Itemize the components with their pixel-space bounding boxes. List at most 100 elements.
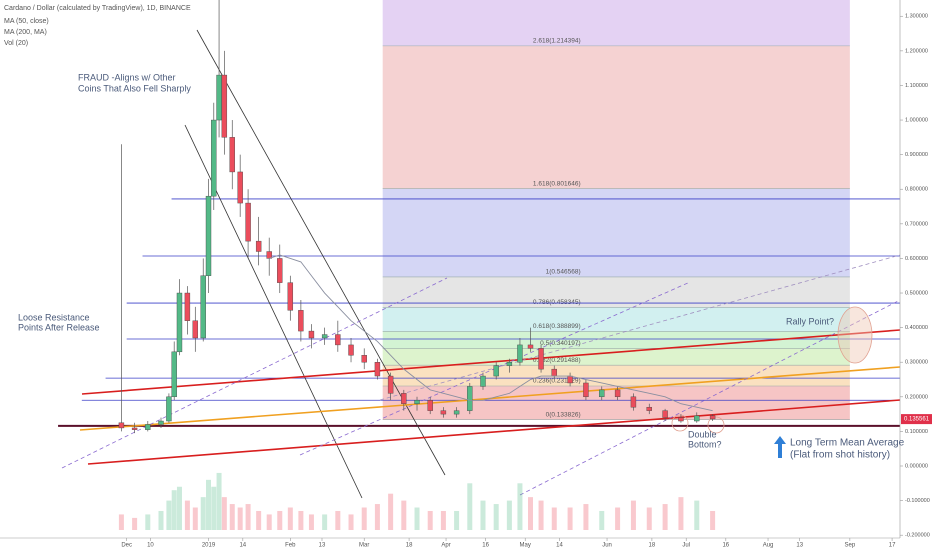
x-tick-label: 14: [556, 543, 563, 549]
y-tick-label: 0.300000: [905, 360, 928, 366]
volume-bar: [630, 500, 636, 530]
candle-body: [614, 389, 621, 398]
y-tick-label: 1.100000: [905, 83, 928, 89]
volume-bar: [427, 510, 433, 530]
volume-bar: [322, 514, 328, 530]
candle-body: [277, 258, 283, 283]
candle-body: [527, 344, 534, 349]
fib-band: [382, 188, 850, 277]
annotation: FRAUD -Aligns w/ Other: [78, 72, 176, 82]
y-tick-label: 1.200000: [905, 48, 928, 54]
volume-bar: [493, 504, 499, 530]
volume-bar: [200, 497, 206, 530]
volume-bar: [388, 493, 394, 530]
volume-bar: [256, 510, 262, 530]
x-tick-label: 17: [889, 543, 896, 549]
volume-bar: [308, 514, 314, 530]
y-tick-label: 0.600000: [905, 256, 928, 262]
x-tick-label: 16: [482, 543, 489, 549]
annotation: Loose Resistance: [18, 312, 90, 322]
volume-bar: [527, 497, 533, 530]
y-tick-label: 0.500000: [905, 290, 928, 296]
candle-body: [131, 427, 138, 430]
last-price-label: 0.135561: [904, 417, 930, 423]
candle-body: [517, 344, 523, 363]
y-tick-label: 0.200000: [905, 394, 928, 400]
y-tick-label: -0.200000: [905, 533, 930, 539]
candle-body: [583, 382, 589, 398]
fib-band: [382, 0, 850, 46]
candle-body: [694, 415, 700, 422]
fib-label: 0.786(0.458345): [533, 299, 581, 306]
volume-bar: [401, 500, 407, 530]
volume-bar: [567, 507, 573, 530]
candle-body: [480, 375, 486, 387]
x-tick-label: Jun: [602, 543, 612, 549]
x-tick-label: 13: [319, 543, 326, 549]
candle-body: [646, 406, 652, 411]
dashed-line: [379, 254, 901, 401]
candle-body: [171, 351, 177, 398]
candle-body: [440, 410, 447, 415]
volume-bar: [599, 510, 605, 530]
rally-ellipse: [837, 306, 873, 364]
volume-bar: [145, 514, 151, 530]
candle-body: [158, 420, 164, 425]
volume-bar: [132, 517, 138, 530]
y-tick-label: 0.900000: [905, 152, 928, 158]
x-tick-label: 2019: [202, 543, 216, 549]
volume-bar: [348, 514, 354, 530]
dashed-line: [519, 299, 901, 496]
volume-bar: [158, 510, 164, 530]
fib-label: 0.236(0.231229): [533, 378, 581, 385]
annotation: (Flat from shot history): [790, 450, 890, 461]
fib-label: 0.382(0.291488): [533, 357, 581, 364]
volume-bar: [467, 483, 473, 530]
candle-body: [361, 355, 367, 363]
candle-body: [245, 202, 251, 242]
ma50-line: [269, 254, 713, 412]
volume-bar: [615, 507, 621, 530]
candle-body: [118, 422, 125, 429]
candle-body: [709, 415, 716, 420]
volume-bar: [538, 500, 544, 530]
candle-body: [630, 396, 637, 408]
fib-label: 1.618(0.801646): [533, 180, 581, 187]
volume-bar: [583, 504, 589, 530]
volume-bar: [710, 510, 716, 530]
candle-body: [506, 362, 513, 366]
x-tick-label: Mar: [359, 543, 369, 549]
fib-label: 0.5(0.340197): [540, 340, 580, 347]
x-tick-label: May: [520, 543, 531, 549]
volume-bar: [266, 514, 272, 530]
volume-bar: [192, 507, 198, 530]
fib-band: [382, 331, 850, 349]
indicator: Vol (20): [4, 40, 28, 47]
volume-bar: [517, 483, 523, 530]
volume-bar: [287, 507, 293, 530]
volume-bar: [298, 510, 304, 530]
volume-bar: [171, 490, 177, 530]
fib-label: 1(0.546568): [546, 269, 581, 276]
volume-bar: [414, 507, 420, 530]
x-tick-label: Jul: [682, 543, 690, 549]
volume-bar: [694, 500, 700, 530]
annotation: Coins That Also Fell Sharply: [78, 83, 191, 93]
volume-bar: [216, 472, 222, 530]
fib-label: 2.618(1.214394): [533, 38, 581, 45]
fib-band: [382, 348, 850, 366]
candle-body: [229, 137, 235, 173]
volume-bar: [237, 507, 243, 530]
candle-body: [237, 171, 243, 204]
candle-body: [414, 400, 420, 404]
indicator: MA (200, MA): [4, 29, 47, 36]
candle-body: [166, 396, 172, 422]
volume-bar: [277, 510, 283, 530]
candle-body: [216, 74, 222, 121]
volume-bar: [551, 507, 557, 530]
y-tick-label: 0.400000: [905, 325, 928, 331]
volume-bar: [221, 497, 227, 530]
x-tick-label: Aug: [763, 543, 774, 549]
candle-body: [538, 348, 544, 370]
